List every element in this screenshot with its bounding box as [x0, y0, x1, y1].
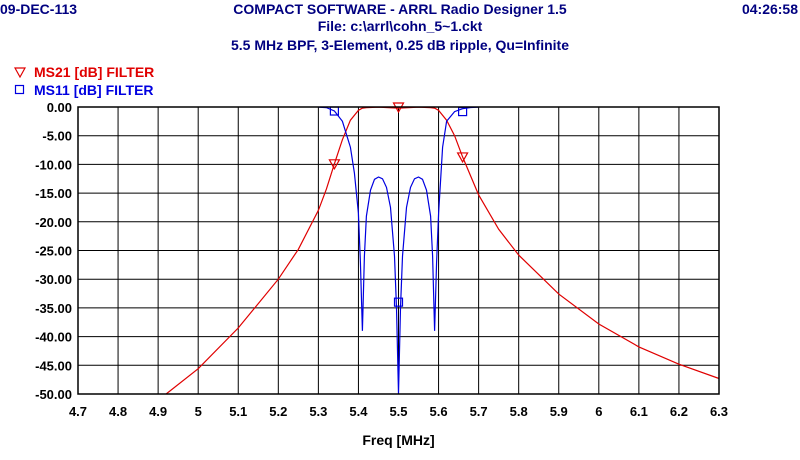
triangle-down-icon: [14, 67, 26, 78]
ms21-marker: [456, 152, 469, 164]
legend-label-ms21: MS21 [dB] FILTER: [34, 64, 155, 80]
x-tick-label: 5.1: [229, 404, 247, 419]
x-tick-label: 5.9: [550, 404, 568, 419]
y-tick-label: -15.00: [35, 186, 72, 201]
x-tick-label: 6.2: [670, 404, 688, 419]
y-tick-label: -50.00: [35, 387, 72, 402]
y-tick-label: -40.00: [35, 330, 72, 345]
ms11-marker: [393, 297, 404, 307]
y-tick-label: -30.00: [35, 272, 72, 287]
y-tick-label: -5.00: [42, 129, 72, 144]
legend-item-ms11: MS11 [dB] FILTER: [14, 81, 154, 99]
x-tick-label: 5.8: [510, 404, 528, 419]
y-tick-label: -20.00: [35, 215, 72, 230]
x-tick-label: 6: [595, 404, 602, 419]
y-tick-label: -35.00: [35, 301, 72, 316]
y-tick-label: 0.00: [47, 100, 72, 115]
y-tick-label: -10.00: [35, 157, 72, 172]
x-tick-label: 5.5: [389, 404, 407, 419]
app-title: COMPACT SOFTWARE - ARRL Radio Designer 1…: [233, 1, 567, 17]
x-tick-label: 6.1: [630, 404, 648, 419]
y-tick-label: -25.00: [35, 244, 72, 259]
x-tick-label: 4.9: [149, 404, 167, 419]
time-label: 04:26:58: [741, 1, 798, 17]
x-tick-label: 6.3: [710, 404, 728, 419]
date-label: 09-DEC-113: [0, 1, 78, 17]
x-tick-label: 5.6: [430, 404, 448, 419]
file-label: File: c:\arrl\cohn_5~1.ckt: [317, 18, 483, 34]
x-tick-label: 5.3: [309, 404, 327, 419]
x-tick-label: 4.7: [69, 404, 87, 419]
square-icon: [14, 84, 25, 95]
x-tick-label: 5.4: [349, 404, 368, 419]
x-axis-label: Freq [MHz]: [362, 432, 434, 448]
x-tick-label: 4.8: [109, 404, 127, 419]
x-tick-label: 5.7: [470, 404, 488, 419]
ms21-marker: [328, 159, 341, 171]
x-tick-label: 5: [195, 404, 202, 419]
legend-item-ms21: MS21 [dB] FILTER: [14, 63, 154, 81]
chart-subtitle: 5.5 MHz BPF, 3-Element, 0.25 dB ripple, …: [230, 37, 570, 53]
legend-label-ms11: MS11 [dB] FILTER: [34, 82, 154, 98]
y-tick-label: -45.00: [35, 358, 72, 373]
plot-frame: [77, 106, 720, 395]
x-tick-label: 5.2: [269, 404, 287, 419]
